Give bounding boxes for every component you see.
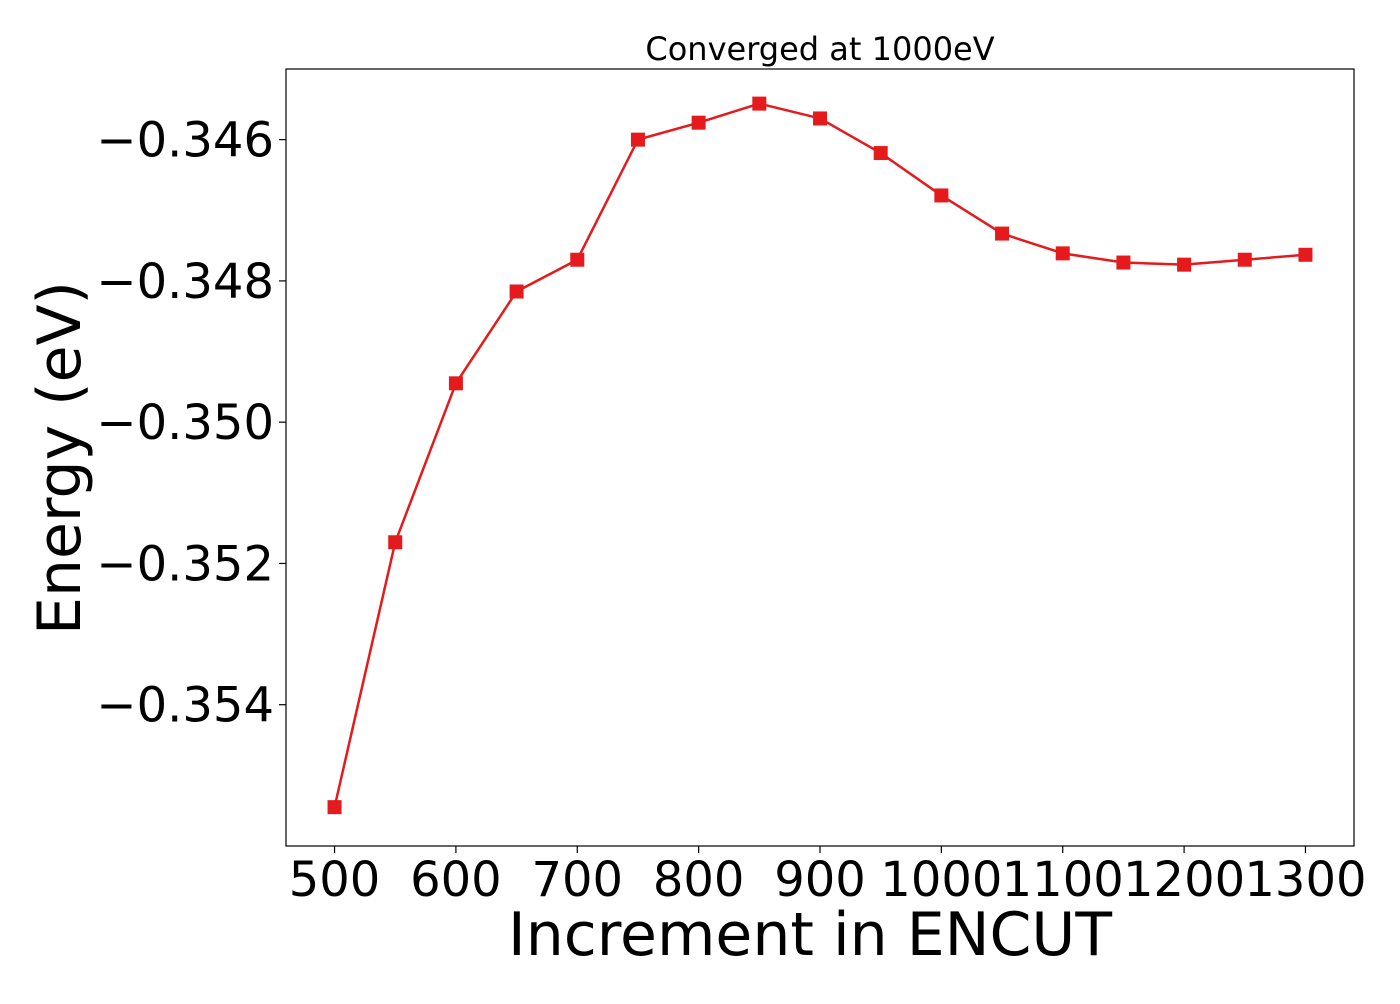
y-tick-label: −0.350 (96, 395, 274, 451)
y-axis: −0.346 −0.348 −0.350 −0.352 −0.354 (96, 113, 286, 734)
data-point-marker (1237, 252, 1252, 267)
x-tick-label: 800 (653, 852, 745, 908)
chart-title: Converged at 1000eV (645, 30, 994, 68)
data-point-marker (1177, 257, 1192, 272)
x-tick-label: 700 (531, 852, 623, 908)
data-point-marker (873, 146, 888, 161)
x-tick-label: 1000 (880, 852, 1002, 908)
x-tick-label: 1200 (1123, 852, 1245, 908)
data-point-marker (327, 800, 342, 815)
data-point-marker (813, 111, 827, 126)
data-point-marker (570, 252, 585, 267)
data-point-marker (1055, 246, 1070, 261)
data-point-marker (1116, 255, 1131, 270)
data-point-marker (995, 226, 1010, 241)
y-tick-label: −0.346 (96, 113, 274, 169)
x-tick-label: 600 (410, 852, 502, 908)
y-tick-label: −0.352 (96, 536, 274, 592)
data-point-marker (630, 132, 645, 147)
series-layer (327, 96, 1313, 815)
x-tick-label: 500 (289, 852, 381, 908)
data-point-marker (388, 535, 403, 550)
x-axis: 500 600 700 800 900 1000 1100 1200 1300 (289, 846, 1367, 908)
x-tick-label: 1300 (1244, 852, 1366, 908)
data-point-marker (691, 115, 706, 130)
data-point-marker (448, 376, 463, 391)
y-axis-label: Energy (eV) (25, 281, 95, 635)
data-point-marker (1298, 247, 1313, 262)
y-tick-label: −0.354 (96, 678, 274, 734)
x-tick-label: 900 (774, 852, 866, 908)
data-point-marker (752, 96, 767, 111)
y-tick-label: −0.348 (96, 254, 274, 310)
x-axis-label: Increment in ENCUT (508, 900, 1112, 970)
x-tick-label: 1100 (1002, 852, 1124, 908)
data-point-marker (934, 188, 949, 203)
data-point-marker (509, 284, 524, 299)
